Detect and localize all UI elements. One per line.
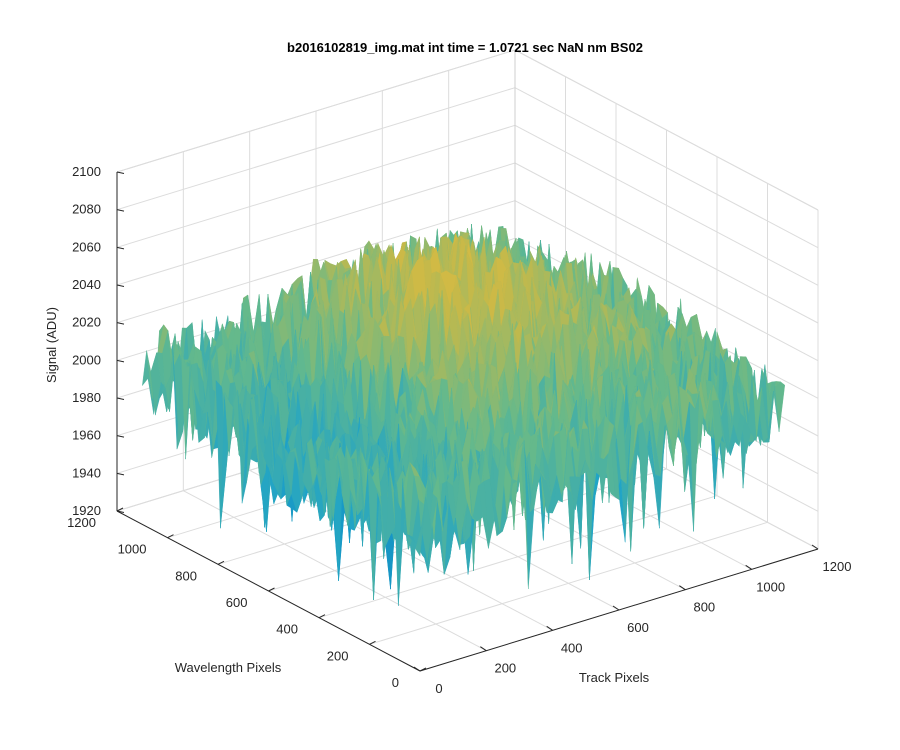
x-axis-label: Track Pixels [579,670,650,685]
y-tick-label: 400 [276,622,298,637]
x-tick [811,544,819,550]
box-edge [514,49,819,211]
surface-plot [142,224,786,607]
x-tick [480,646,487,652]
z-tick [116,209,125,212]
z-tick-label: 1920 [72,503,101,518]
surface-patch [415,496,426,557]
y-tick [167,534,174,539]
y-tick-label: 600 [226,595,248,610]
z-axis-label: Signal (ADU) [44,307,59,383]
z-tick [116,397,125,400]
y-tick [318,614,326,619]
y-tick [369,640,376,645]
z-tick [116,284,125,287]
x-tick-label: 1200 [823,559,852,574]
x-tick-label: 200 [494,661,516,676]
z-tick [116,472,125,476]
grid-line-y [369,521,768,645]
y-tick-label: 800 [175,568,197,583]
box-edge [116,49,516,173]
z-tick-label: 2000 [72,352,101,367]
z-tick-label: 2080 [72,202,101,217]
y-tick [217,560,225,565]
z-tick [116,510,125,513]
tick-labels: 1920194019601980200020202040206020802100… [67,164,851,696]
z-tick [116,171,125,174]
x-tick-label: 1000 [756,579,785,594]
y-tick-label: 1200 [67,515,96,530]
y-tick-label: 0 [392,675,399,690]
grid-line-y [318,495,718,619]
z-tick-label: 2020 [72,315,101,330]
x-tick-label: 400 [561,640,583,655]
x-tick [745,564,752,570]
x-tick [546,625,553,631]
y-tick [419,667,427,672]
y-tick-label: 1000 [118,542,147,557]
x-tick [679,585,686,591]
z-tick [116,246,125,250]
chart-title: b2016102819_img.mat int time = 1.0721 se… [287,40,643,55]
z-tick-label: 1960 [72,428,101,443]
z-tick-label: 2040 [72,277,101,292]
x-tick-label: 0 [435,681,442,696]
x-tick-label: 600 [627,620,649,635]
y-axis-label: Wavelength Pixels [175,660,282,675]
z-tick-label: 1940 [72,465,101,480]
y-tick [268,587,275,592]
z-tick [116,322,125,325]
axes [116,171,819,672]
x-tick [612,605,620,611]
z-tick-label: 2100 [72,164,101,179]
z-tick [116,435,125,438]
y-tick-label: 200 [327,648,349,663]
z-tick-label: 1980 [72,390,101,405]
x-tick-label: 800 [693,600,715,615]
x-tick [413,666,421,672]
z-tick-label: 2060 [72,239,101,254]
y-tick [116,507,124,512]
z-tick [116,359,125,363]
